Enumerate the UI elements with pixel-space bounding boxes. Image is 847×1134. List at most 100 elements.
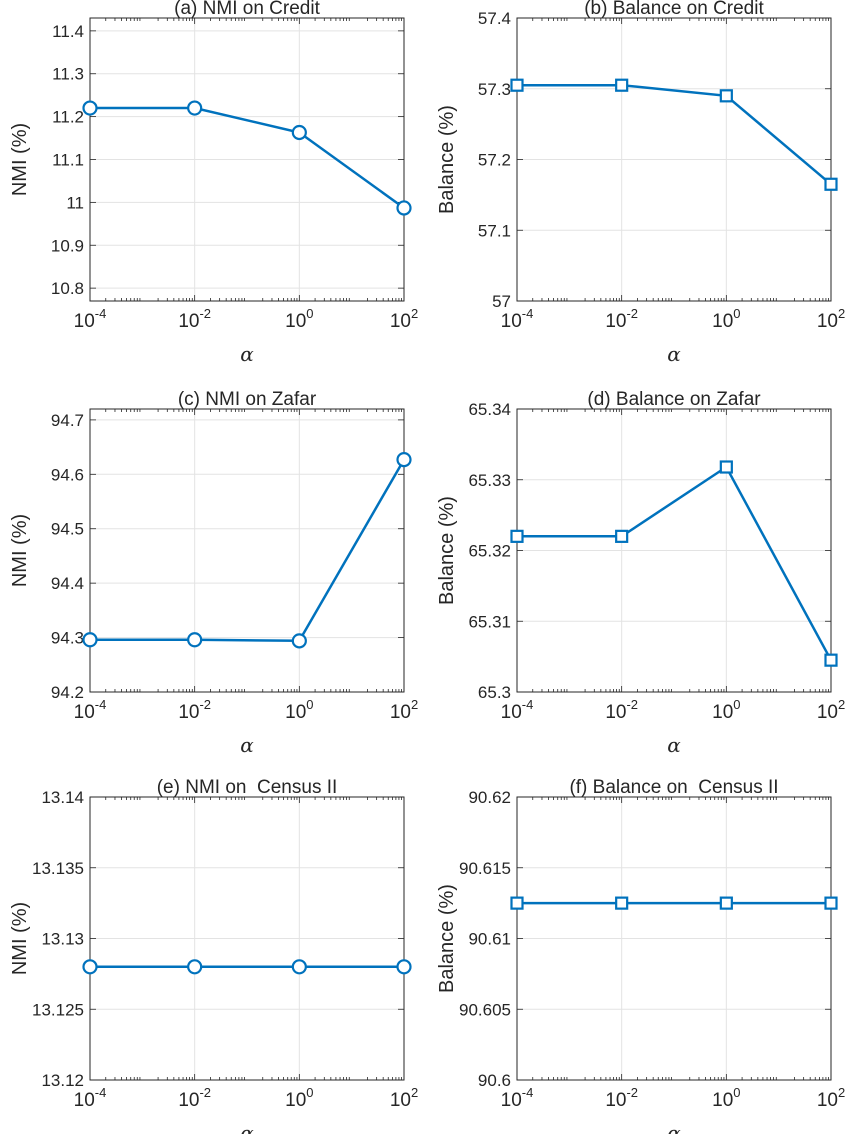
y-tick-label: 13.135 bbox=[32, 859, 84, 878]
x-tick-label: 100 bbox=[712, 697, 740, 723]
y-tick-label: 65.34 bbox=[468, 400, 511, 419]
x-tick-label: 102 bbox=[817, 1085, 845, 1111]
y-tick-label: 90.61 bbox=[468, 930, 511, 949]
y-tick-label: 57.4 bbox=[478, 9, 511, 28]
y-tick-label: 90.605 bbox=[459, 1000, 511, 1019]
x-tick-label: 100 bbox=[285, 697, 313, 723]
x-tick-label-base: 10 bbox=[178, 311, 199, 332]
y-tick-label: 90.615 bbox=[459, 859, 511, 878]
chart-title: (b) Balance on Credit bbox=[584, 0, 764, 19]
x-tick-label: 100 bbox=[285, 306, 313, 332]
data-point bbox=[615, 529, 629, 543]
x-tick-label-exponent: -4 bbox=[95, 306, 107, 321]
y-tick-label: 94.6 bbox=[51, 465, 84, 484]
x-tick-label-base: 10 bbox=[605, 311, 626, 332]
chart-title: (c) NMI on Zafar bbox=[178, 389, 317, 410]
x-tick-label: 10-4 bbox=[74, 1085, 107, 1111]
series-line bbox=[517, 83, 832, 186]
x-tick-label-base: 10 bbox=[817, 702, 838, 723]
y-tick-label: 90.6 bbox=[478, 1071, 511, 1090]
y-tick-label: 90.62 bbox=[468, 788, 511, 807]
data-point bbox=[824, 896, 838, 910]
x-tick-label-exponent: -2 bbox=[199, 306, 211, 321]
x-tick-label-base: 10 bbox=[390, 702, 411, 723]
x-tick-label-base: 10 bbox=[390, 311, 411, 332]
x-tick-label-base: 10 bbox=[74, 311, 95, 332]
chart-title: (f) Balance on Census II bbox=[569, 777, 778, 798]
data-point bbox=[82, 100, 98, 116]
y-tick-label: 11.4 bbox=[52, 22, 84, 41]
x-tick-label-exponent: -4 bbox=[522, 1085, 534, 1100]
x-tick-label-exponent: -4 bbox=[95, 697, 107, 712]
y-tick-label: 65.33 bbox=[468, 471, 511, 490]
data-point bbox=[396, 200, 412, 216]
y-tick-label: 65.32 bbox=[468, 542, 511, 561]
y-tick-label: 57.1 bbox=[478, 221, 511, 240]
x-tick-label: 102 bbox=[390, 697, 418, 723]
x-tick-label-exponent: 0 bbox=[306, 697, 313, 712]
x-tick-label: 100 bbox=[712, 1085, 740, 1111]
x-tick-label-exponent: -2 bbox=[199, 1085, 211, 1100]
y-tick-label: 13.13 bbox=[41, 930, 84, 949]
plot-area bbox=[90, 409, 404, 692]
series-line bbox=[90, 106, 405, 210]
x-tick-label-exponent: 2 bbox=[838, 306, 845, 321]
y-tick-label: 94.3 bbox=[51, 629, 84, 648]
x-tick-label: 100 bbox=[712, 306, 740, 332]
x-tick-label-exponent: -4 bbox=[522, 697, 534, 712]
y-tick-label: 13.14 bbox=[41, 788, 84, 807]
x-tick-label: 102 bbox=[390, 306, 418, 332]
data-point bbox=[291, 124, 307, 141]
data-point bbox=[510, 896, 524, 910]
data-point bbox=[396, 452, 412, 468]
x-tick-label: 10-2 bbox=[178, 306, 211, 332]
axes-frame bbox=[516, 796, 832, 1081]
data-point bbox=[187, 959, 203, 975]
axes-frame bbox=[516, 408, 832, 693]
x-tick-label-base: 10 bbox=[178, 1090, 199, 1111]
x-tick-label-exponent: 2 bbox=[411, 697, 418, 712]
series-line bbox=[517, 465, 833, 661]
x-tick-label-exponent: -2 bbox=[626, 697, 638, 712]
x-tick-label-base: 10 bbox=[817, 311, 838, 332]
x-tick-label-base: 10 bbox=[501, 1090, 522, 1111]
x-tick-label-exponent: -2 bbox=[626, 306, 638, 321]
x-tick-label-exponent: -2 bbox=[199, 697, 211, 712]
x-tick-label-base: 10 bbox=[501, 702, 522, 723]
x-tick-label: 10-2 bbox=[605, 1085, 638, 1111]
x-axis-label: α bbox=[667, 1121, 681, 1134]
x-tick-label-base: 10 bbox=[501, 311, 522, 332]
x-axis-label: α bbox=[240, 1121, 254, 1134]
x-tick-label: 10-4 bbox=[501, 697, 534, 723]
data-point bbox=[291, 633, 307, 649]
y-tick-label: 57.2 bbox=[478, 151, 511, 170]
panel-3: 10-4 10-2 100 10294.294.394.494.594.694.7(c… bbox=[9, 389, 418, 757]
y-tick-label: 10.9 bbox=[51, 236, 84, 255]
x-tick-label-base: 10 bbox=[390, 1090, 411, 1111]
x-axis-label: α bbox=[667, 342, 681, 366]
y-axis-label: NMI (%) bbox=[9, 514, 31, 587]
x-tick-label-exponent: 2 bbox=[838, 697, 845, 712]
y-tick-label: 11 bbox=[66, 193, 84, 212]
y-tick-label: 65.31 bbox=[468, 612, 511, 631]
x-tick-label-base: 10 bbox=[285, 311, 306, 332]
data-point bbox=[187, 100, 203, 116]
x-tick-label-base: 10 bbox=[605, 702, 626, 723]
panel-1: 10-4 10-2 100 10210.810.91111.111.211.311.4… bbox=[9, 0, 418, 366]
x-tick-label-exponent: 0 bbox=[306, 1085, 313, 1100]
x-tick-label-exponent: 2 bbox=[411, 1085, 418, 1100]
data-point bbox=[824, 653, 838, 667]
y-tick-label: 11.2 bbox=[52, 108, 84, 127]
data-point bbox=[719, 89, 733, 103]
x-tick-label: 10-2 bbox=[605, 697, 638, 723]
data-point bbox=[187, 632, 203, 648]
y-tick-label: 10.8 bbox=[51, 279, 84, 298]
y-tick-label: 13.12 bbox=[41, 1071, 84, 1090]
axes-frame bbox=[89, 408, 405, 693]
y-axis-label: Balance (%) bbox=[436, 884, 458, 993]
y-tick-label: 94.4 bbox=[51, 574, 84, 593]
y-tick-label: 57.3 bbox=[478, 80, 511, 99]
x-tick-label: 10-2 bbox=[178, 1085, 211, 1111]
data-point bbox=[510, 78, 524, 92]
y-tick-label: 13.125 bbox=[32, 1000, 84, 1019]
